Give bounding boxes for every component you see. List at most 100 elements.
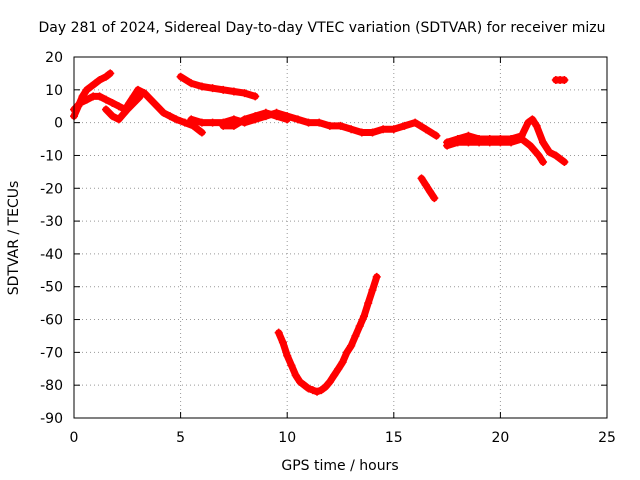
data-point bbox=[101, 95, 110, 104]
data-point bbox=[325, 121, 334, 130]
x-tick-label: 5 bbox=[176, 430, 185, 446]
data-point bbox=[325, 377, 334, 386]
y-axis-label: SDTVAR / TECUs bbox=[6, 181, 22, 296]
data-point bbox=[421, 125, 430, 134]
data-point bbox=[101, 72, 110, 81]
y-tick-label: -80 bbox=[40, 378, 63, 394]
data-point bbox=[82, 95, 91, 104]
data-point bbox=[443, 141, 452, 150]
data-point bbox=[240, 115, 249, 124]
data-point bbox=[197, 118, 206, 127]
data-point bbox=[108, 98, 117, 107]
data-point bbox=[496, 138, 505, 147]
data-point bbox=[545, 148, 554, 157]
x-tick-label: 15 bbox=[385, 430, 403, 446]
data-point bbox=[114, 115, 123, 124]
data-point bbox=[532, 121, 541, 130]
plot-frame bbox=[73, 56, 608, 419]
data-point bbox=[368, 286, 377, 295]
data-point bbox=[283, 351, 292, 360]
chart-title: Day 281 of 2024, Sidereal Day-to-day VTE… bbox=[39, 20, 606, 36]
data-point bbox=[140, 89, 149, 98]
data-point bbox=[539, 138, 548, 147]
data-point bbox=[359, 312, 368, 321]
data-point bbox=[400, 121, 409, 130]
data-point bbox=[159, 108, 168, 117]
data-point bbox=[187, 115, 196, 124]
data-point bbox=[133, 85, 142, 94]
data-point bbox=[315, 118, 324, 127]
data-point bbox=[229, 121, 238, 130]
data-point bbox=[251, 92, 260, 101]
data-point bbox=[453, 138, 462, 147]
data-point bbox=[330, 371, 339, 380]
y-tick-label: 0 bbox=[54, 116, 63, 132]
data-point bbox=[153, 102, 162, 111]
grid-layer bbox=[74, 57, 607, 418]
y-tick-label: -20 bbox=[40, 181, 63, 197]
data-point bbox=[76, 98, 85, 107]
data-point bbox=[524, 118, 533, 127]
data-point bbox=[421, 180, 430, 189]
data-point bbox=[197, 128, 206, 137]
data-point bbox=[176, 72, 185, 81]
x-axis-label: GPS time / hours bbox=[281, 458, 398, 474]
data-point bbox=[539, 158, 548, 167]
data-layer bbox=[70, 69, 569, 396]
data-point bbox=[295, 377, 304, 386]
data-point bbox=[106, 69, 115, 78]
data-point bbox=[347, 341, 356, 350]
data-point bbox=[342, 348, 351, 357]
data-point bbox=[507, 138, 516, 147]
data-point bbox=[304, 118, 313, 127]
data-point bbox=[372, 272, 381, 281]
data-point bbox=[240, 89, 249, 98]
data-point bbox=[251, 112, 260, 121]
tick-layer: 0 5 10 15 20 25 20 10 0 -10 -20 -30 -40 -50 -60 -70 -80 -… bbox=[40, 50, 616, 446]
data-point bbox=[351, 331, 360, 340]
data-point bbox=[389, 125, 398, 134]
data-point bbox=[308, 386, 317, 395]
data-point bbox=[321, 382, 330, 391]
y-tick-label: 10 bbox=[45, 83, 63, 99]
data-point bbox=[274, 328, 283, 337]
data-point bbox=[551, 151, 560, 160]
data-point bbox=[517, 135, 526, 144]
data-point bbox=[187, 79, 196, 88]
y-tick-label: 20 bbox=[45, 50, 63, 66]
data-point bbox=[136, 92, 145, 101]
x-tick-label: 25 bbox=[598, 430, 616, 446]
data-point bbox=[129, 98, 138, 107]
x-tick-label: 10 bbox=[278, 430, 296, 446]
data-point bbox=[165, 112, 174, 121]
data-point bbox=[146, 95, 155, 104]
data-point bbox=[347, 125, 356, 134]
data-point bbox=[336, 121, 345, 130]
data-point bbox=[95, 92, 104, 101]
y-tick-label: -40 bbox=[40, 247, 63, 263]
data-point bbox=[91, 79, 100, 88]
data-point bbox=[368, 128, 377, 137]
data-point bbox=[426, 187, 435, 196]
data-point bbox=[114, 102, 123, 111]
data-point bbox=[87, 82, 96, 91]
data-point bbox=[417, 174, 426, 183]
data-point bbox=[355, 322, 364, 331]
data-point bbox=[485, 138, 494, 147]
data-point bbox=[334, 364, 343, 373]
data-point bbox=[283, 115, 292, 124]
data-point bbox=[534, 151, 543, 160]
data-point bbox=[229, 87, 238, 96]
y-tick-label: -60 bbox=[40, 313, 63, 329]
data-point bbox=[528, 115, 537, 124]
data-series-segment-8 bbox=[418, 174, 438, 202]
data-point bbox=[464, 138, 473, 147]
data-point bbox=[411, 118, 420, 127]
data-point bbox=[432, 131, 441, 140]
data-point bbox=[219, 121, 228, 130]
data-point bbox=[208, 84, 217, 93]
data-point bbox=[208, 118, 217, 127]
x-tick-label: 20 bbox=[491, 430, 509, 446]
data-point bbox=[287, 361, 296, 370]
